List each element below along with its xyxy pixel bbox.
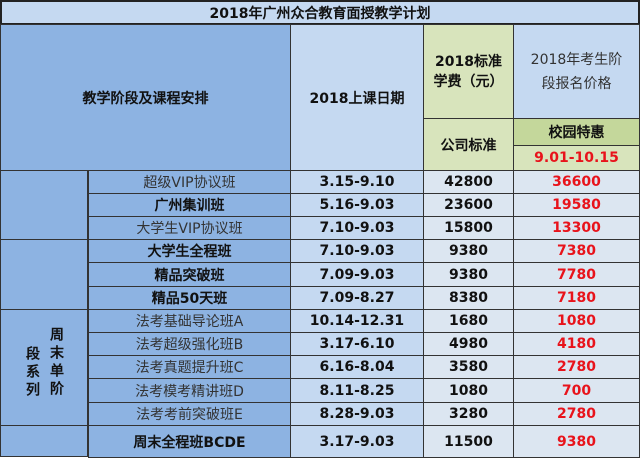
row-date: 7.09-9.03 bbox=[290, 262, 424, 287]
row-name: 精品突破班 bbox=[88, 262, 291, 287]
row-std-fee: 1680 bbox=[423, 309, 514, 333]
row-name: 广州集训班 bbox=[88, 193, 291, 217]
row-std-fee: 9380 bbox=[423, 262, 514, 287]
row-std-fee: 11500 bbox=[423, 425, 514, 458]
row-price: 13300 bbox=[513, 216, 640, 240]
header-campus-offer: 校园特惠 bbox=[513, 118, 640, 146]
row-date: 3.17-9.03 bbox=[290, 425, 424, 458]
row-date: 8.11-8.25 bbox=[290, 378, 424, 403]
row-price: 7780 bbox=[513, 262, 640, 287]
row-price: 1080 bbox=[513, 309, 640, 333]
header-course: 教学阶段及课程安排 bbox=[0, 24, 291, 171]
row-name: 法考模考精讲班D bbox=[88, 378, 291, 403]
row-price: 4180 bbox=[513, 332, 640, 356]
row-std-fee: 9380 bbox=[423, 239, 514, 263]
row-name: 法考基础导论班A bbox=[88, 309, 291, 333]
header-offer-period: 9.01-10.15 bbox=[513, 145, 640, 171]
row-std-fee: 15800 bbox=[423, 216, 514, 240]
row-price: 700 bbox=[513, 378, 640, 403]
row-name: 法考考前突破班E bbox=[88, 402, 291, 426]
row-price: 9380 bbox=[513, 425, 640, 458]
group-label-col2: 段系列 bbox=[24, 345, 40, 400]
row-name: 周末全程班BCDE bbox=[88, 425, 291, 458]
row-date: 8.28-9.03 bbox=[290, 402, 424, 426]
header-stage-price: 2018年考生阶段报名价格 bbox=[513, 24, 640, 119]
row-std-fee: 4980 bbox=[423, 332, 514, 356]
row-date: 7.09-8.27 bbox=[290, 286, 424, 310]
row-name: 大学生全程班 bbox=[88, 239, 291, 263]
row-std-fee: 23600 bbox=[423, 193, 514, 217]
row-name: 大学生VIP协议班 bbox=[88, 216, 291, 240]
table-title: 2018年广州众合教育面授教学计划 bbox=[0, 0, 640, 25]
row-price: 2780 bbox=[513, 402, 640, 426]
row-std-fee: 8380 bbox=[423, 286, 514, 310]
row-price: 19580 bbox=[513, 193, 640, 217]
row-date: 5.16-9.03 bbox=[290, 193, 424, 217]
row-std-fee: 3280 bbox=[423, 402, 514, 426]
row-std-fee: 3580 bbox=[423, 355, 514, 379]
row-name: 超级VIP协议班 bbox=[88, 170, 291, 194]
group-cell-weekend: 段系列 周末单阶 bbox=[0, 309, 88, 426]
row-name: 法考真题提升班C bbox=[88, 355, 291, 379]
row-date: 3.17-6.10 bbox=[290, 332, 424, 356]
row-name: 精品50天班 bbox=[88, 286, 291, 310]
header-company-std: 公司标准 bbox=[423, 118, 514, 171]
row-date: 7.10-9.03 bbox=[290, 239, 424, 263]
row-date: 6.16-8.04 bbox=[290, 355, 424, 379]
row-price: 7180 bbox=[513, 286, 640, 310]
row-price: 36600 bbox=[513, 170, 640, 194]
group-cell-2 bbox=[0, 239, 88, 310]
row-price: 7380 bbox=[513, 239, 640, 263]
group-cell-1 bbox=[0, 170, 88, 240]
header-date: 2018上课日期 bbox=[290, 24, 424, 171]
row-std-fee: 42800 bbox=[423, 170, 514, 194]
row-name: 法考超级强化班B bbox=[88, 332, 291, 356]
row-price: 2780 bbox=[513, 355, 640, 379]
row-date: 7.10-9.03 bbox=[290, 216, 424, 240]
row-std-fee: 1080 bbox=[423, 378, 514, 403]
header-std-fee: 2018标准学费（元） bbox=[423, 24, 514, 119]
row-date: 3.15-9.10 bbox=[290, 170, 424, 194]
group-cell-4 bbox=[0, 425, 88, 457]
row-date: 10.14-12.31 bbox=[290, 309, 424, 333]
group-label-col1: 周末单阶 bbox=[48, 326, 64, 399]
